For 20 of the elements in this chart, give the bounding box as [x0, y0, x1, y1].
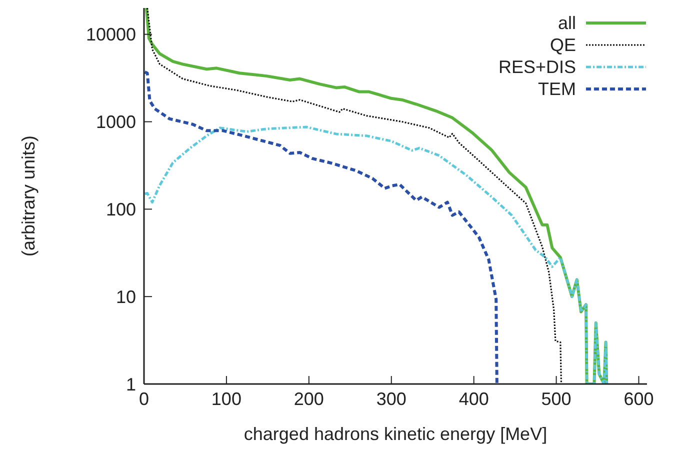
legend-label: TEM [538, 78, 576, 100]
line-series [144, 70, 498, 384]
x-tick-label: 500 [541, 388, 572, 409]
legend-label: RES+DIS [498, 56, 576, 78]
x-tick-label: 100 [211, 388, 242, 409]
legend-label: all [558, 12, 576, 34]
x-tick-label: 0 [138, 388, 150, 409]
x-tick-label: 300 [376, 388, 406, 409]
y-tick-label: 10 [116, 286, 136, 307]
y-tick-label: 1000 [96, 112, 136, 132]
x-tick-label: 600 [624, 388, 654, 409]
y-tick-label: 10000 [86, 24, 136, 45]
line-series [144, 126, 608, 384]
x-tick-label: 400 [458, 388, 489, 409]
y-tick-label: 100 [106, 200, 136, 220]
legend-label: QE [550, 34, 576, 56]
y-tick-label: 1 [126, 374, 136, 394]
x-axis-title: charged hadrons kinetic energy [MeV] [244, 424, 548, 444]
y-axis-title: (arbitrary units) [18, 135, 38, 257]
x-tick-label: 200 [294, 388, 324, 409]
